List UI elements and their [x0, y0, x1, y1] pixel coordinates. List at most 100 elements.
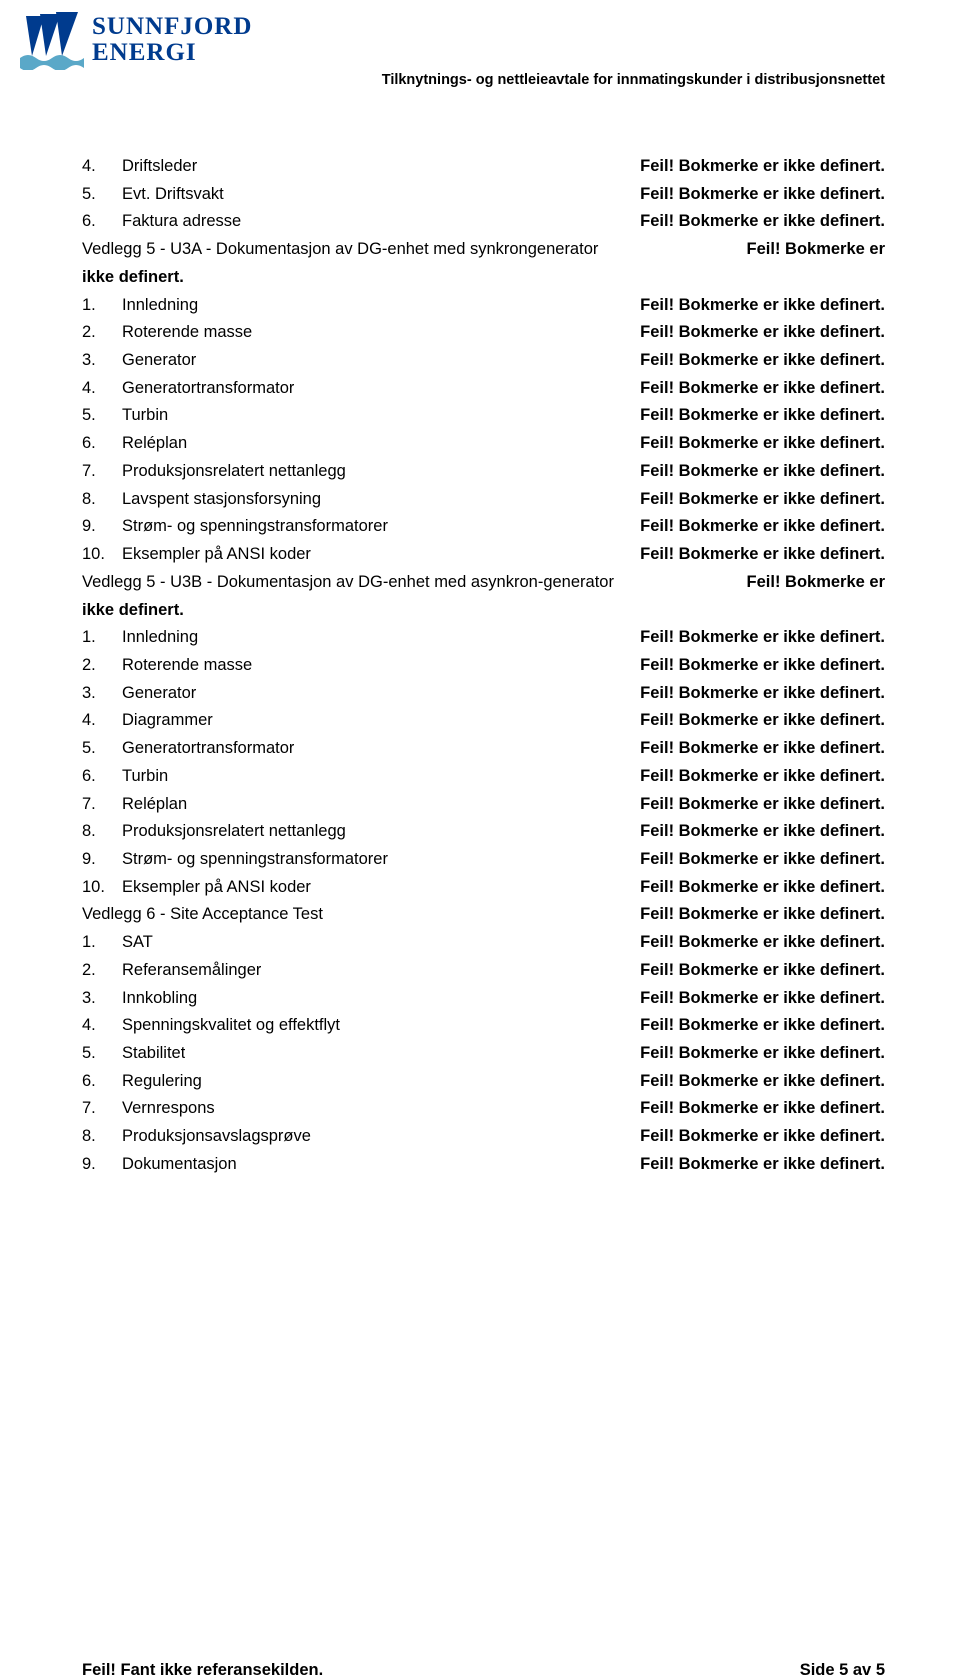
toc-entry-text: 5.Turbin: [82, 402, 168, 430]
toc-entry: 4.Spenningskvalitet og effektflyt Feil! B…: [82, 1012, 885, 1040]
toc-label: Strøm- og spenningstransformatorer: [122, 517, 388, 535]
toc-entry: 7.VernresponsFeil! Bokmerke er ikke defi…: [82, 1095, 885, 1123]
toc-label: Innledning: [122, 628, 198, 646]
toc-entry-text: 10.Eksempler på ANSI koder: [82, 541, 311, 569]
toc-entry: 6.Faktura adresse Feil! Bokmerke er ikke …: [82, 208, 885, 236]
toc-number: 3.: [82, 680, 122, 708]
toc-label: Generatortransformator: [122, 379, 294, 397]
toc-entry: 6.ReguleringFeil! Bokmerke er ikke defin…: [82, 1068, 885, 1096]
toc-entry: 3.Innkobling Feil! Bokmerke er ikke defin…: [82, 985, 885, 1013]
toc-label: Roterende masse: [122, 656, 252, 674]
footer-left: Feil! Fant ikke referansekilden.: [82, 1661, 323, 1680]
toc-error: Feil! Bokmerke er ikke definert.: [640, 901, 885, 929]
toc-label: Faktura adresse: [122, 212, 241, 230]
toc-error: Feil! Bokmerke er ikke definert.: [640, 375, 885, 403]
brand-line-2: ENERGI: [92, 40, 252, 66]
toc-label: Turbin: [122, 406, 168, 424]
toc-label: Driftsleder: [122, 157, 197, 175]
toc-error: Feil! Bokmerke er ikke definert.: [640, 430, 885, 458]
toc-entry-text: 4.Diagrammer: [82, 707, 213, 735]
toc-error: Feil! Bokmerke er ikke definert.: [640, 846, 885, 874]
toc-entry-text: 3.Generator: [82, 347, 196, 375]
toc-entry-text: 6.Reléplan: [82, 430, 187, 458]
toc-error: Feil! Bokmerke er ikke definert.: [640, 1123, 885, 1151]
toc-label: Vernrespons: [122, 1099, 215, 1117]
toc-entry: 1.Innledning Feil! Bokmerke er ikke defin…: [82, 292, 885, 320]
toc-entry-text: 3.Generator: [82, 680, 196, 708]
toc-label: Innledning: [122, 296, 198, 314]
toc-entry: 4.GeneratortransformatorFeil! Bokmerke e…: [82, 375, 885, 403]
toc-number: 4.: [82, 707, 122, 735]
toc-entry-text: 5.Generatortransformator: [82, 735, 294, 763]
toc-entry-text: 4.Spenningskvalitet og effektflyt: [82, 1012, 340, 1040]
toc-error: Feil! Bokmerke er ikke definert.: [640, 1012, 885, 1040]
toc-entry: 2.Roterende masseFeil! Bokmerke er ikke …: [82, 652, 885, 680]
toc-entry: 9.DokumentasjonFeil! Bokmerke er ikke de…: [82, 1151, 885, 1179]
toc-error: Feil! Bokmerke er ikke definert.: [640, 707, 885, 735]
toc-entry-text: 5.Stabilitet: [82, 1040, 185, 1068]
toc-entry-text: 6.Faktura adresse: [82, 208, 241, 236]
toc-error: Feil! Bokmerke er ikke definert.: [640, 957, 885, 985]
toc-number: 7.: [82, 1095, 122, 1123]
toc-error: Feil! Bokmerke er ikke definert.: [640, 1068, 885, 1096]
toc-entry: 10.Eksempler på ANSI koderFeil! Bokmerke…: [82, 541, 885, 569]
toc-entry-text: 8.Produksjonsavslagsprøve: [82, 1123, 311, 1151]
toc-entry: 5.StabilitetFeil! Bokmerke er ikke defin…: [82, 1040, 885, 1068]
toc-entry: 5.GeneratortransformatorFeil! Bokmerke e…: [82, 735, 885, 763]
toc-entry-text: 1.Innledning: [82, 292, 198, 320]
toc-label: Spenningskvalitet og effektflyt: [122, 1016, 340, 1034]
toc-entry-text: 7.Vernrespons: [82, 1095, 215, 1123]
toc-error: Feil! Bokmerke er ikke definert.: [640, 985, 885, 1013]
toc-label: Produksjonsrelatert nettanlegg: [122, 822, 346, 840]
toc-number: 5.: [82, 735, 122, 763]
toc-entry: 9.Strøm- og spenningstransformatorerFeil…: [82, 846, 885, 874]
toc-label: Regulering: [122, 1072, 202, 1090]
toc-number: 5.: [82, 181, 122, 209]
toc-error: Feil! Bokmerke er ikke definert.: [640, 791, 885, 819]
toc-number: 3.: [82, 985, 122, 1013]
toc-entry: 7.Produksjonsrelatert nettanleggFeil! Bo…: [82, 458, 885, 486]
toc-entry: 1.SATFeil! Bokmerke er ikke definert.: [82, 929, 885, 957]
toc-content: 4. Driftsleder Feil! Bokmerke er ikke defi…: [0, 95, 960, 1179]
toc-entry-text: 2.Roterende masse: [82, 319, 252, 347]
toc-label: Turbin: [122, 767, 168, 785]
toc-error: Feil! Bokmerke er ikke definert.: [640, 402, 885, 430]
toc-label: Eksempler på ANSI koder: [122, 545, 311, 563]
toc-error: Feil! Bokmerke er ikke definert.: [640, 181, 885, 209]
toc-entry-text: 10.Eksempler på ANSI koder: [82, 874, 311, 902]
toc-number: 8.: [82, 1123, 122, 1151]
toc-entry: 6.Reléplan Feil! Bokmerke er ikke definer…: [82, 430, 885, 458]
toc-error: Feil! Bokmerke er ikke definert.: [640, 208, 885, 236]
toc-label: Reléplan: [122, 434, 187, 452]
toc-number: 1.: [82, 624, 122, 652]
toc-heading: Vedlegg 5 - U3B - Dokumentasjon av DG-en…: [82, 569, 885, 624]
toc-label: Innkobling: [122, 989, 197, 1007]
toc-label: Stabilitet: [122, 1044, 185, 1062]
toc-error: Feil! Bokmerke er ikke definert.: [640, 929, 885, 957]
toc-error: Feil! Bokmerke er ikke definert.: [640, 153, 885, 181]
toc-error: Feil! Bokmerke er ikke definert.: [640, 292, 885, 320]
toc-error: Feil! Bokmerke er ikke definert.: [640, 486, 885, 514]
toc-label: Diagrammer: [122, 711, 213, 729]
toc-label: Eksempler på ANSI koder: [122, 878, 311, 896]
toc-entry-text: 9.Dokumentasjon: [82, 1151, 237, 1179]
toc-error: Feil! Bokmerke er ikke definert.: [640, 818, 885, 846]
toc-error: Feil! Bokmerke er ikke definert.: [640, 680, 885, 708]
toc-number: 10.: [82, 874, 122, 902]
toc-entry: 2.Roterende masseFeil! Bokmerke er ikke …: [82, 319, 885, 347]
toc-entry: 6.TurbinFeil! Bokmerke er ikke definert.: [82, 763, 885, 791]
toc-entry-text: 1.Innledning: [82, 624, 198, 652]
toc-label: Generator: [122, 684, 196, 702]
toc-entry: 1.InnledningFeil! Bokmerke er ikke defin…: [82, 624, 885, 652]
toc-entry-text: 8.Produksjonsrelatert nettanlegg: [82, 818, 346, 846]
toc-number: 9.: [82, 1151, 122, 1179]
toc-error-inline: Feil! Bokmerke er: [742, 569, 885, 597]
toc-error: Feil! Bokmerke er ikke definert.: [640, 458, 885, 486]
toc-number: 9.: [82, 513, 122, 541]
toc-heading-label: Vedlegg 5 - U3B - Dokumentasjon av DG-en…: [82, 569, 614, 597]
toc-heading-label: Vedlegg 6 - Site Acceptance Test: [82, 901, 323, 929]
logo-icon: [18, 12, 86, 70]
toc-entry-text: 2.Referansemålinger: [82, 957, 261, 985]
toc-entry-text: 5.Evt. Driftsvakt: [82, 181, 224, 209]
toc-entry: 2.Referansemålinger Feil! Bokmerke er ikk…: [82, 957, 885, 985]
